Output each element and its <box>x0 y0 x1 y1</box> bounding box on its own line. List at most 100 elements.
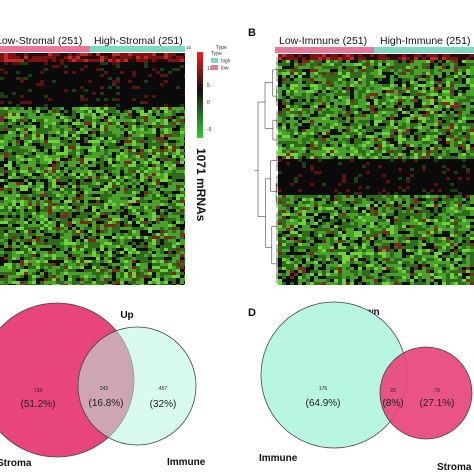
heatmap-cell <box>20 113 24 116</box>
heatmap-cell <box>112 131 116 134</box>
heatmap-cell <box>20 122 24 125</box>
heatmap-cell <box>124 137 128 140</box>
heatmap-cell <box>394 120 398 123</box>
heatmap-cell <box>20 194 24 197</box>
heatmap-cell <box>370 93 374 96</box>
heatmap-cell <box>88 80 92 83</box>
heatmap-cell <box>44 221 48 224</box>
heatmap-cell <box>84 239 88 242</box>
heatmap-cell <box>52 167 56 170</box>
heatmap-cell <box>88 92 92 95</box>
heatmap-cell <box>20 62 24 65</box>
dendrogram-branch <box>265 69 273 97</box>
heatmap-cell <box>124 218 128 221</box>
heatmap-cell <box>160 251 164 254</box>
heatmap-cell <box>346 105 350 108</box>
heatmap-cell <box>16 71 20 74</box>
heatmap-cell <box>20 281 24 284</box>
heatmap-cell <box>68 92 72 95</box>
heatmap-cell <box>104 71 108 74</box>
heatmap-cell <box>24 230 28 233</box>
heatmap-cell <box>168 257 172 260</box>
heatmap-cell <box>132 80 136 83</box>
heatmap-cell <box>88 224 92 227</box>
heatmap-cell <box>32 65 36 68</box>
heatmap-cell <box>176 170 180 173</box>
heatmap-cell <box>286 114 290 117</box>
heatmap-cell <box>294 90 298 93</box>
heatmap-cell <box>128 185 132 188</box>
heatmap-cell <box>370 96 374 99</box>
heatmap-cell <box>136 149 140 152</box>
heatmap-cell <box>168 71 172 74</box>
heatmap-cell <box>338 72 342 75</box>
heatmap-cell <box>422 69 426 72</box>
heatmap-cell <box>140 266 144 269</box>
heatmap-cell <box>4 83 8 86</box>
heatmap-cell <box>434 66 438 69</box>
heatmap-cell <box>76 248 80 251</box>
heatmap-cell <box>28 158 32 161</box>
heatmap-cell <box>132 158 136 161</box>
heatmap-cell <box>108 209 112 212</box>
heatmap-cell <box>80 233 84 236</box>
heatmap-cell <box>322 111 326 114</box>
heatmap-cell <box>144 167 148 170</box>
heatmap-cell <box>278 63 282 66</box>
heatmap-cell <box>366 54 370 57</box>
heatmap-cell <box>108 230 112 233</box>
heatmap-cell <box>136 74 140 77</box>
heatmap-cell <box>450 75 454 78</box>
heatmap-cell <box>172 245 176 248</box>
heatmap-cell <box>84 224 88 227</box>
heatmap-cell <box>132 89 136 92</box>
heatmap-cell <box>172 113 176 116</box>
heatmap-cell <box>290 123 294 126</box>
heatmap-cell <box>140 284 144 285</box>
heatmap-cell <box>52 119 56 122</box>
heatmap-cell <box>314 84 318 87</box>
heatmap-cell <box>386 105 390 108</box>
heatmap-cell <box>144 74 148 77</box>
heatmap-cell <box>152 251 156 254</box>
heatmap-cell <box>12 248 16 251</box>
heatmap-cell <box>36 83 40 86</box>
heatmap-cell <box>378 84 382 87</box>
heatmap-cell <box>60 149 64 152</box>
heatmap-cell <box>88 197 92 200</box>
heatmap-cell <box>168 200 172 203</box>
heatmap-cell <box>52 269 56 272</box>
heatmap-cell <box>160 125 164 128</box>
heatmap-cell <box>136 140 140 143</box>
heatmap-cell <box>136 146 140 149</box>
heatmap-cell <box>160 155 164 158</box>
heatmap-cell <box>132 215 136 218</box>
heatmap-cell <box>84 245 88 248</box>
heatmap-cell <box>422 72 426 75</box>
heatmap-cell <box>68 233 72 236</box>
heatmap-cell <box>84 263 88 266</box>
heatmap-cell <box>40 140 44 143</box>
heatmap-cell <box>160 191 164 194</box>
heatmap-cell <box>4 227 8 230</box>
heatmap-cell <box>180 251 184 254</box>
heatmap-cell <box>56 137 60 140</box>
heatmap-cell <box>48 65 52 68</box>
heatmap-cell <box>92 215 96 218</box>
heatmap-cell <box>140 188 144 191</box>
heatmap-cell <box>64 170 68 173</box>
heatmap-cell <box>0 155 4 158</box>
heatmap-cell <box>12 227 16 230</box>
heatmap-cell <box>366 66 370 69</box>
heatmap-cell <box>88 86 92 89</box>
heatmap-cell <box>430 90 434 93</box>
heatmap-cell <box>112 239 116 242</box>
heatmap-cell <box>140 173 144 176</box>
heatmap-cell <box>298 111 302 114</box>
heatmap-cell <box>132 98 136 101</box>
heatmap-cell <box>152 110 156 113</box>
heatmap-cell <box>160 134 164 137</box>
heatmap-cell <box>286 57 290 60</box>
heatmap-cell <box>12 170 16 173</box>
heatmap-cell <box>60 104 64 107</box>
